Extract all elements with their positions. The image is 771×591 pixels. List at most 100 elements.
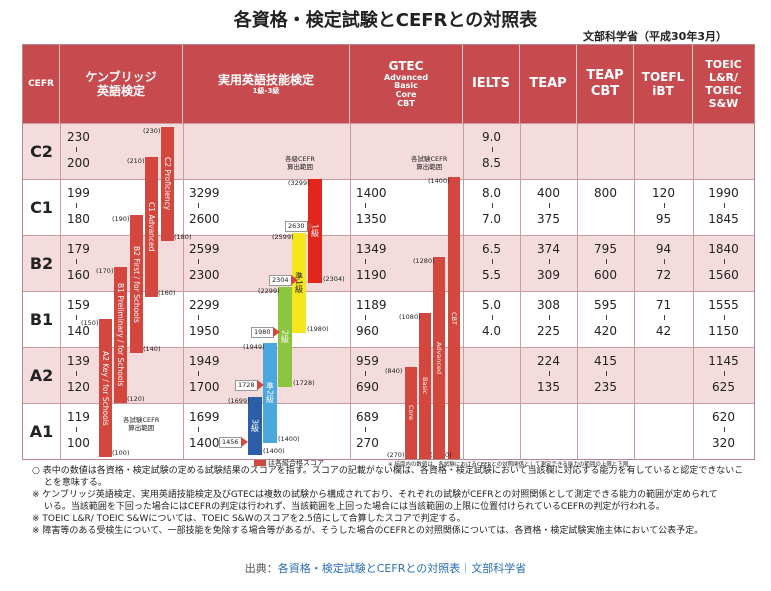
teap-cbt-score-range-tick bbox=[605, 259, 607, 264]
gtec-score-range-tick bbox=[365, 259, 366, 264]
gtec-score-lower: 1350 bbox=[356, 212, 387, 226]
eiken-score-range-tick bbox=[198, 371, 199, 376]
eiken-bar-bottom: (1400) bbox=[263, 447, 285, 455]
toeic-score-lower: 1845 bbox=[708, 212, 739, 226]
cambridge-score-upper: 179 bbox=[67, 242, 90, 256]
cambridge-score-lower: 180 bbox=[67, 212, 90, 226]
eiken-bar-label: 準2級 bbox=[265, 382, 275, 404]
cambridge-score-range-tick bbox=[76, 147, 77, 152]
ielts-score-upper: 8.0 bbox=[481, 186, 502, 200]
header-eiken: 実用英語技能検定 1級-3級 bbox=[183, 45, 350, 123]
cambridge-score-lower: 120 bbox=[67, 380, 90, 394]
eiken-bar: 1級 bbox=[308, 179, 322, 283]
toeic-score-range-tick bbox=[723, 371, 725, 376]
toeic-score-upper: 620 bbox=[712, 410, 735, 424]
gtec-bar-top: (1400) bbox=[428, 177, 450, 185]
gtec-score-upper: 689 bbox=[356, 410, 379, 424]
toeic-score-range-tick bbox=[723, 203, 725, 208]
gtec-bar: Advanced bbox=[433, 257, 445, 459]
column-divider bbox=[577, 123, 578, 460]
eiken-bar-label: 1級 bbox=[310, 224, 320, 238]
teap-score-range-tick bbox=[548, 259, 550, 264]
ielts-score-upper: 6.5 bbox=[481, 242, 502, 256]
eiken-bar: 準2級 bbox=[263, 343, 277, 443]
eiken-bar: 2級 bbox=[278, 287, 292, 387]
teap-cbt-score-upper: 415 bbox=[594, 354, 617, 368]
toefl-score-lower: 95 bbox=[655, 212, 672, 226]
eiken-bar-top: (2299) bbox=[258, 287, 280, 295]
cambridge-bar-label: B1 Preliminary / for Schools bbox=[116, 283, 125, 387]
source-label: 出典： bbox=[244, 562, 278, 575]
teap-cbt-score-range-tick bbox=[605, 315, 607, 320]
cambridge-bar: C1 Advanced bbox=[145, 157, 158, 297]
teap-score-lower: 309 bbox=[537, 268, 560, 282]
cefr-comparison-table: CEFR ケンブリッジ 英語検定 実用英語技能検定 1級-3級 GTEC Adv… bbox=[22, 44, 755, 460]
note-line: ※ TOEIC L&R/ TOEIC S&Wについては、TOEIC S&Wのスコ… bbox=[32, 514, 466, 524]
teap-score-range-tick bbox=[548, 203, 550, 208]
note-line: ○ 表中の数値は各資格・検定試験の定める試験結果のスコアを指す。スコアの記載がな… bbox=[32, 466, 744, 476]
row-c2 bbox=[23, 123, 754, 179]
cambridge-bar-top: (170) bbox=[96, 267, 114, 275]
gtec-bar: Basic bbox=[419, 313, 431, 459]
cambridge-score-range-tick bbox=[76, 371, 77, 376]
gtec-bar-top: (1280) bbox=[413, 257, 435, 265]
eiken-score-upper: 1699 bbox=[189, 410, 220, 424]
gtec-score-upper: 1400 bbox=[356, 186, 387, 200]
cambridge-score-lower: 100 bbox=[67, 436, 90, 450]
toeic-score-lower: 320 bbox=[712, 436, 735, 450]
eiken-bar-top: (1699) bbox=[228, 397, 250, 405]
ielts-score-lower: 5.5 bbox=[481, 268, 502, 282]
teap-cbt-score-lower: 420 bbox=[594, 324, 617, 338]
header-gtec-title: GTEC bbox=[388, 59, 424, 74]
teap-cbt-score-upper: 595 bbox=[594, 298, 617, 312]
cambridge-bar-bottom: (120) bbox=[127, 395, 145, 403]
teap-score-upper: 374 bbox=[537, 242, 560, 256]
cambridge-score-upper: 159 bbox=[67, 298, 90, 312]
ielts-score-lower: 7.0 bbox=[481, 212, 502, 226]
teap-score-range-tick bbox=[548, 371, 550, 376]
cefr-level: C2 bbox=[30, 141, 53, 161]
cambridge-score-range-tick bbox=[76, 259, 77, 264]
eiken-bar: 準1級 bbox=[292, 233, 306, 333]
eiken-pass-arrow bbox=[257, 380, 264, 390]
eiken-bar-bottom: (1728) bbox=[293, 379, 315, 387]
gtec-score-upper: 1189 bbox=[356, 298, 387, 312]
row-b1 bbox=[23, 291, 754, 347]
cambridge-bar-bottom: (140) bbox=[143, 345, 161, 353]
ielts-score-range-tick bbox=[491, 203, 493, 208]
column-divider bbox=[463, 123, 464, 460]
toeic-score-upper: 1840 bbox=[708, 242, 739, 256]
header-cefr: CEFR bbox=[23, 45, 60, 123]
teap-score-upper: 224 bbox=[537, 354, 560, 368]
teap-score-lower: 135 bbox=[537, 380, 560, 394]
toeic-score-lower: 1560 bbox=[708, 268, 739, 282]
cefr-level: A1 bbox=[29, 421, 54, 441]
cambridge-bar-label: C2 Proficiency bbox=[163, 157, 172, 211]
eiken-bar-label: 2級 bbox=[280, 330, 290, 344]
eiken-pass-score: 1456 bbox=[219, 437, 242, 448]
eiken-bar-top: (1949) bbox=[243, 343, 265, 351]
cambridge-bar-label: C1 Advanced bbox=[147, 202, 156, 252]
gtec-range-note: 各試験CEFR 算出範囲 bbox=[411, 155, 448, 171]
eiken-bar-label: 準1級 bbox=[294, 272, 304, 294]
note-line: ※ ケンブリッジ英語検定、実用英語技能検定及びGTECは複数の試験から構成されて… bbox=[32, 490, 718, 500]
column-divider bbox=[693, 123, 694, 460]
cambridge-score-upper: 139 bbox=[67, 354, 90, 368]
page-title: 各資格・検定試験とCEFRとの対照表 bbox=[233, 10, 538, 31]
header-cambridge: ケンブリッジ 英語検定 bbox=[60, 45, 183, 123]
eiken-bar-bottom: (2304) bbox=[323, 275, 345, 283]
eiken-pass-score: 2630 bbox=[285, 221, 308, 232]
toefl-score-lower: 42 bbox=[655, 324, 672, 338]
gtec-bar-bottom: (270) bbox=[387, 451, 405, 459]
source-link[interactable]: 各資格・検定試験とCEFRとの対照表｜文部科学省 bbox=[277, 562, 527, 575]
gtec-bar-label: Core bbox=[407, 405, 415, 421]
toefl-score-lower: 72 bbox=[655, 268, 672, 282]
cambridge-bar: B2 First / for Schools bbox=[130, 215, 143, 353]
cambridge-range-note: 各試験CEFR 算出範囲 bbox=[123, 416, 160, 432]
cambridge-bar: B1 Preliminary / for Schools bbox=[114, 267, 127, 403]
cambridge-bar-top: (190) bbox=[112, 215, 130, 223]
legend-swatch bbox=[254, 460, 266, 466]
note-line: ※ 障害等のある受検生について、一部技能を免除する場合等があるが、そうした場合の… bbox=[32, 526, 704, 536]
gtec-bar-label: Advanced bbox=[435, 341, 443, 375]
eiken-score-range-tick bbox=[198, 203, 199, 208]
